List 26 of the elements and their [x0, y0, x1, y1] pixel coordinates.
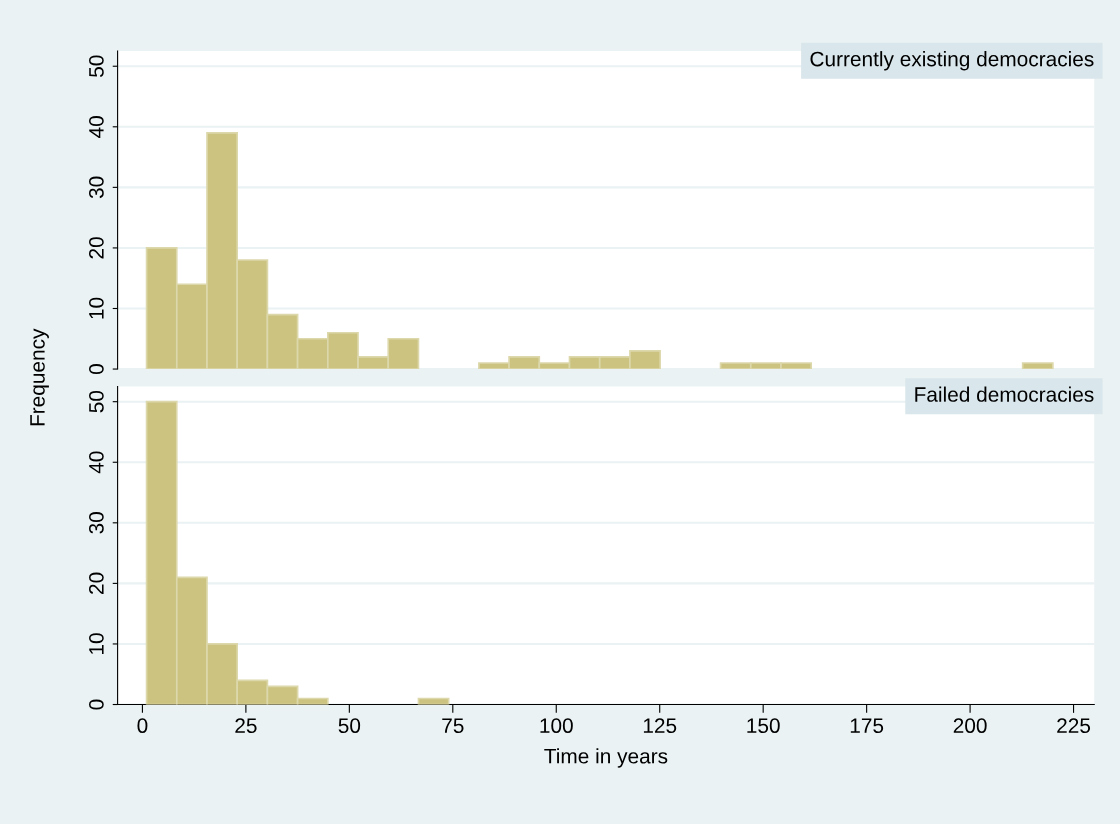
x-tick-label: 200	[953, 718, 987, 734]
y-axis-title: Frequency	[30, 328, 49, 426]
y-tick-label: 50	[89, 390, 104, 413]
x-tick-label: 100	[540, 718, 573, 734]
y-tick-label: 20	[89, 237, 104, 259]
y-tick-label: 30	[89, 176, 104, 199]
x-tick-label: 150	[747, 718, 780, 734]
y-tick-label: 40	[89, 116, 104, 138]
x-tick-label: 25	[235, 718, 257, 734]
chart-title: Failed democracies	[915, 386, 1094, 402]
x-tick-label: 0	[137, 718, 148, 734]
x-tick-label: 175	[850, 718, 884, 734]
chart-title: Currently existing democracies	[810, 51, 1094, 71]
y-tick-label: 0	[89, 699, 104, 710]
y-tick-label: 10	[89, 633, 104, 654]
x-axis-title: Time in years	[544, 748, 668, 768]
y-tick-label: 50	[89, 55, 104, 77]
y-tick-label: 30	[89, 512, 104, 534]
y-tick-label: 10	[89, 297, 104, 319]
x-tick-label: 75	[442, 718, 464, 734]
x-tick-label: 50	[338, 718, 361, 734]
y-tick-label: 40	[89, 451, 104, 474]
y-tick-label: 20	[89, 572, 104, 594]
x-tick-label: 225	[1057, 718, 1091, 734]
x-tick-label: 125	[643, 718, 677, 734]
y-tick-label: 0	[89, 364, 104, 375]
